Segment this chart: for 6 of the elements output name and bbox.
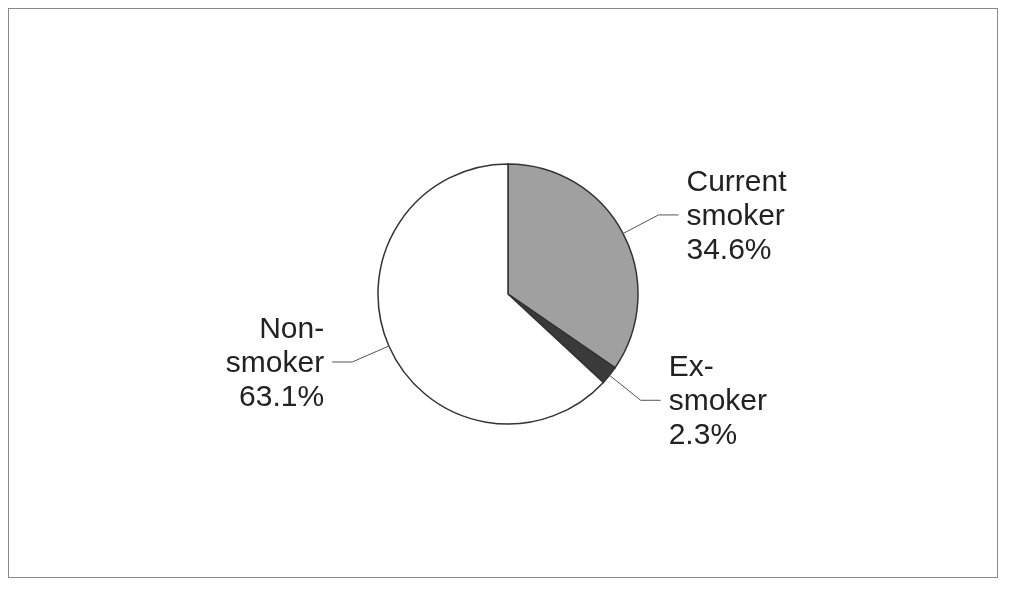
- data-label: 34.6%: [686, 231, 772, 265]
- slice-label: Ex-smoker: [668, 349, 768, 417]
- slice-label: Non-smoker: [225, 311, 325, 378]
- slice-label: Current smoker: [686, 163, 788, 231]
- data-label: 2.3%: [668, 417, 738, 451]
- data-label: 63.1%: [239, 379, 325, 412]
